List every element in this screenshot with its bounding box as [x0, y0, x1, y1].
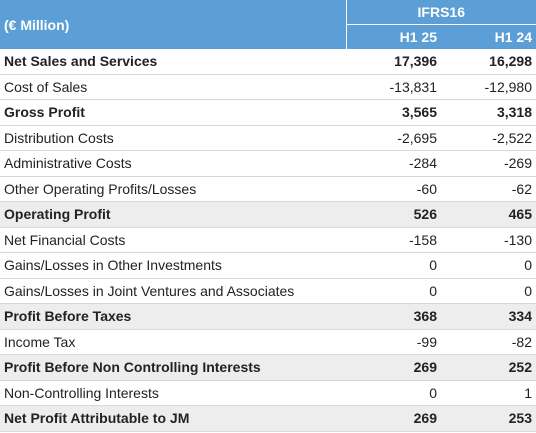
table-row: Net Financial Costs -158 -130: [0, 227, 536, 253]
cell-value: 0: [346, 380, 441, 406]
cell-value: -62: [441, 176, 536, 202]
cell-value: 0: [441, 252, 536, 279]
table-row: Net Profit Attributable to JM 269 253: [0, 405, 536, 432]
row-label: Gains/Losses in Joint Ventures and Assoc…: [0, 278, 346, 304]
cell-value: 368: [346, 303, 441, 330]
table-body: Net Sales and Services 17,396 16,298 Cost o…: [0, 49, 536, 432]
row-label: Distribution Costs: [0, 125, 346, 151]
cell-value: -284: [346, 150, 441, 177]
table-row: Operating Profit 526 465: [0, 201, 536, 228]
column-header: H1 25: [346, 24, 441, 49]
table-row: Gains/Losses in Other Investments 0 0: [0, 252, 536, 279]
header-row: (€ Million) IFRS16: [0, 0, 536, 49]
row-label: Net Sales and Services: [0, 49, 346, 75]
table-row: Gains/Losses in Joint Ventures and Assoc…: [0, 278, 536, 304]
row-label: Net Profit Attributable to JM: [0, 405, 346, 432]
table-row: Income Tax -99 -82: [0, 329, 536, 355]
table-row: Gross Profit 3,565 3,318: [0, 99, 536, 126]
unit-label: (€ Million): [0, 0, 347, 49]
cell-value: -99: [346, 329, 441, 355]
table-row: Cost of Sales -13,831 -12,980: [0, 74, 536, 100]
table-row: Administrative Costs -284 -269: [0, 150, 536, 177]
row-label: Non-Controlling Interests: [0, 380, 346, 406]
cell-value: 269: [346, 405, 441, 432]
row-label: Net Financial Costs: [0, 227, 346, 253]
cell-value: 253: [441, 405, 536, 432]
cell-value: 0: [346, 278, 441, 304]
cell-value: 252: [441, 354, 536, 381]
column-header: H1 24: [441, 24, 536, 49]
cell-value: -158: [346, 227, 441, 253]
row-label: Cost of Sales: [0, 74, 346, 100]
table-row: Non-Controlling Interests 0 1: [0, 380, 536, 406]
cell-value: 0: [346, 252, 441, 279]
cell-value: -130: [441, 227, 536, 253]
row-label: Gross Profit: [0, 99, 346, 126]
cell-value: 269: [346, 354, 441, 381]
row-label: Operating Profit: [0, 201, 346, 228]
table-row: Distribution Costs -2,695 -2,522: [0, 125, 536, 151]
table-row: Profit Before Taxes 368 334: [0, 303, 536, 330]
row-label: Profit Before Taxes: [0, 303, 346, 330]
cell-value: 16,298: [441, 49, 536, 75]
cell-value: 1: [441, 380, 536, 406]
header-row: H1 25 H1 24: [0, 24, 536, 49]
table-row: Profit Before Non Controlling Interests 2…: [0, 354, 536, 381]
row-label: Profit Before Non Controlling Interests: [0, 354, 346, 381]
cell-value: 17,396: [346, 49, 441, 75]
cell-value: 334: [441, 303, 536, 330]
cell-value: -60: [346, 176, 441, 202]
group-header: IFRS16: [346, 0, 536, 25]
cell-value: 465: [441, 201, 536, 228]
row-label: Other Operating Profits/Losses: [0, 176, 346, 202]
cell-value: -82: [441, 329, 536, 355]
cell-value: -2,695: [346, 125, 441, 151]
cell-value: 3,318: [441, 99, 536, 126]
cell-value: -12,980: [441, 74, 536, 100]
cell-value: 0: [441, 278, 536, 304]
cell-value: 3,565: [346, 99, 441, 126]
row-label: Administrative Costs: [0, 150, 346, 177]
cell-value: -269: [441, 150, 536, 177]
row-label: Gains/Losses in Other Investments: [0, 252, 346, 279]
table-row: Net Sales and Services 17,396 16,298: [0, 49, 536, 75]
row-label: Income Tax: [0, 329, 346, 355]
cell-value: -2,522: [441, 125, 536, 151]
cell-value: 526: [346, 201, 441, 228]
table-row: Other Operating Profits/Losses -60 -62: [0, 176, 536, 202]
cell-value: -13,831: [346, 74, 441, 100]
